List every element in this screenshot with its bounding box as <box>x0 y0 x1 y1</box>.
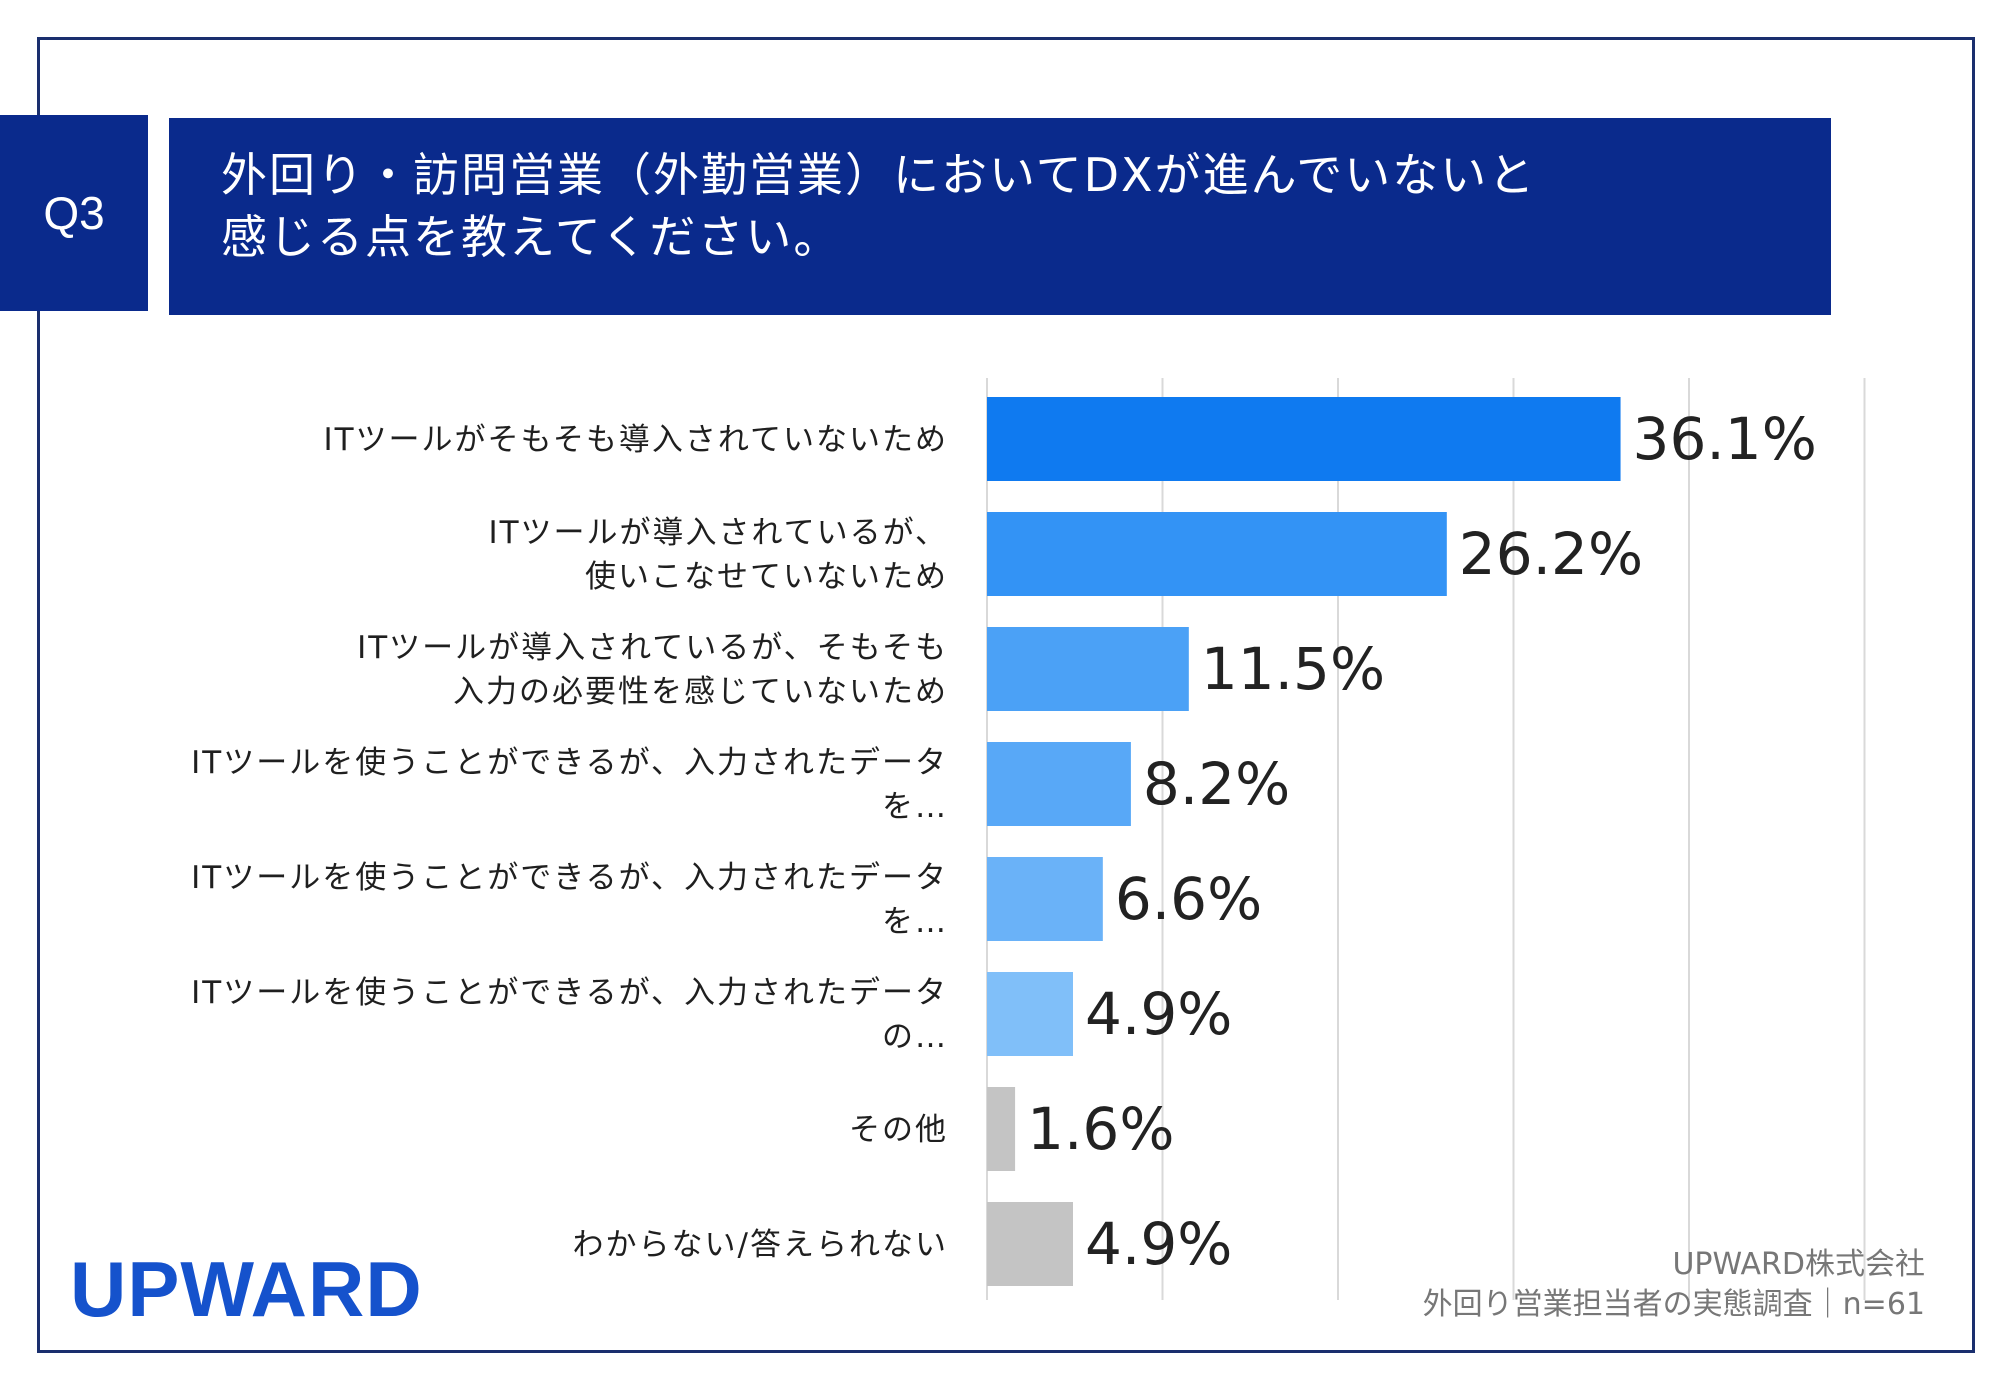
bar-6 <box>987 972 1073 1056</box>
category-label-1-line-1: ITツールがそもそも導入されていないため <box>323 422 948 458</box>
category-label-3-line-1: ITツールが導入されているが、そもそも <box>357 630 948 666</box>
title-bar: 外回り・訪問営業（外勤営業）においてDXが進んでいないと 感じる点を教えてくださ… <box>169 118 1831 315</box>
question-badge: Q3 <box>0 115 148 311</box>
value-label-3: 11.5% <box>1201 635 1385 703</box>
bars <box>987 397 1621 1286</box>
value-labels: 36.1% 26.2% 11.5% 8.2% 6.6% 4.9% 1.6% 4.9% <box>1027 405 1817 1278</box>
bar-8 <box>987 1202 1073 1286</box>
bar-5 <box>987 857 1103 941</box>
bar-1 <box>987 397 1621 481</box>
source-company: UPWARD株式会社 <box>1672 1247 1925 1282</box>
category-label-3-line-2: 入力の必要性を感じていないため <box>453 674 948 710</box>
value-label-5: 6.6% <box>1115 865 1262 933</box>
bar-2 <box>987 512 1447 596</box>
category-label-2-line-1: ITツールが導入されているが、 <box>488 515 948 551</box>
bar-7 <box>987 1087 1016 1171</box>
value-label-7: 1.6% <box>1027 1095 1174 1163</box>
upward-logo: UPWARD <box>70 1245 423 1333</box>
value-label-6: 4.9% <box>1085 980 1232 1048</box>
value-label-1: 36.1% <box>1633 405 1817 473</box>
category-label-4-line-1: ITツールを使うことができるが、入力されたデータ <box>191 745 948 781</box>
category-label-4-line-2: を… <box>882 789 948 825</box>
value-label-4: 8.2% <box>1143 750 1290 818</box>
source-survey: 外回り営業担当者の実態調査｜n=61 <box>1422 1287 1925 1322</box>
value-label-8: 4.9% <box>1085 1210 1232 1278</box>
category-label-5-line-1: ITツールを使うことができるが、入力されたデータ <box>191 860 948 896</box>
category-label-7-line-1: その他 <box>849 1112 948 1148</box>
category-label-6-line-2: の… <box>882 1019 948 1055</box>
category-labels: ITツールがそもそも導入されていないため ITツールが導入されているが、使いこなせ… <box>191 422 948 1263</box>
title-line-2: 感じる点を教えてください。 <box>221 210 842 264</box>
category-label-6-line-1: ITツールを使うことができるが、入力されたデータ <box>191 975 948 1011</box>
value-label-2: 26.2% <box>1459 520 1643 588</box>
bar-4 <box>987 742 1131 826</box>
category-label-2-line-2: 使いこなせていないため <box>585 559 948 595</box>
category-label-5-line-2: を… <box>882 904 948 940</box>
bar-3 <box>987 627 1189 711</box>
source-note: UPWARD株式会社 外回り営業担当者の実態調査｜n=61 <box>1423 1245 1925 1325</box>
title-line-1: 外回り・訪問営業（外勤営業）においてDXが進んでいないと <box>221 148 1537 202</box>
slide-frame <box>37 37 1975 1353</box>
category-label-8-line-1: わからない/答えられない <box>573 1227 948 1263</box>
